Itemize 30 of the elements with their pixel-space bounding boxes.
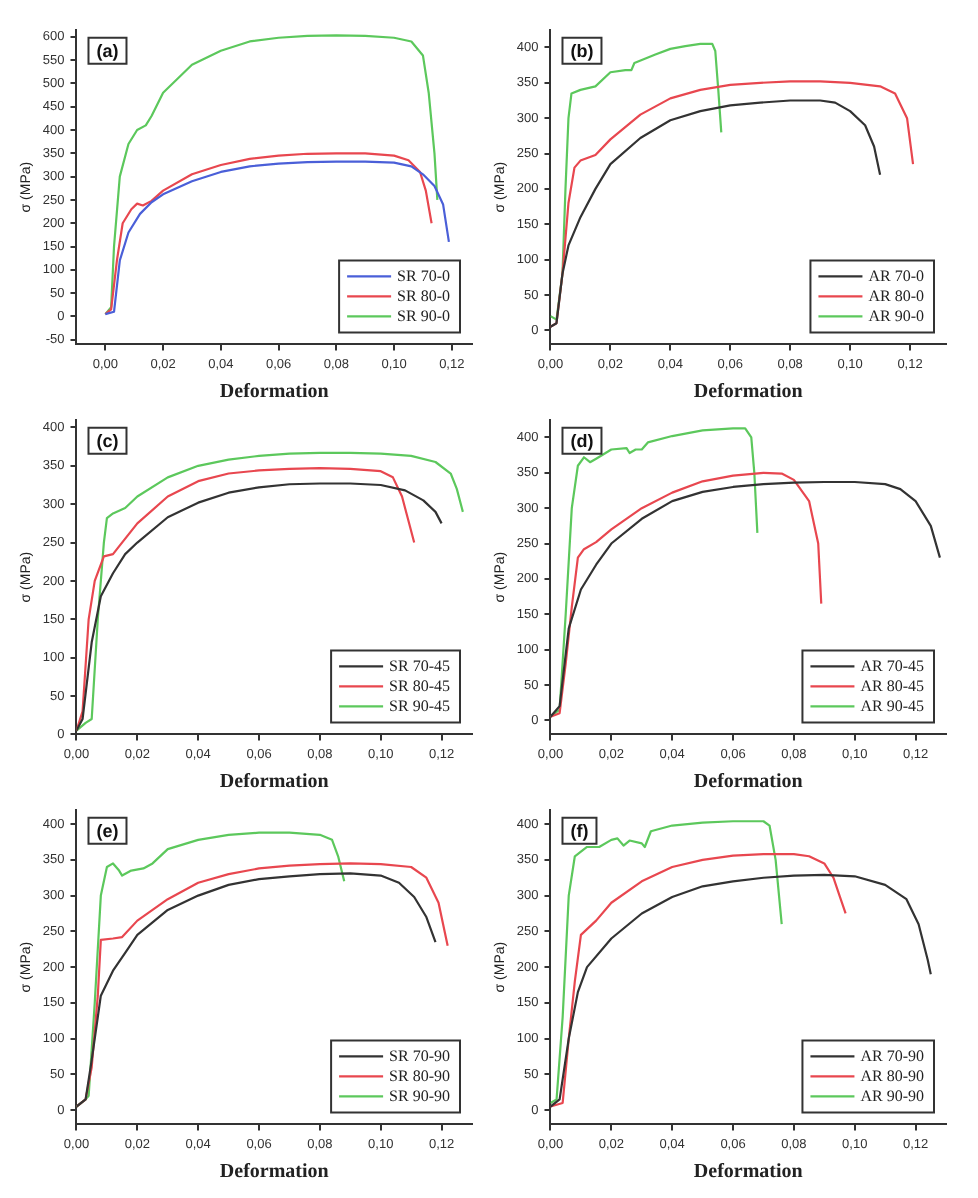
legend-label: SR 90-0 bbox=[397, 306, 451, 325]
legend-label: AR 90-90 bbox=[860, 1086, 925, 1105]
legend-label: SR 90-45 bbox=[389, 696, 451, 715]
x-axis-title: Deformation bbox=[693, 771, 804, 794]
annotation: (a) bbox=[96, 40, 119, 61]
legend-label: SR 80-45 bbox=[389, 676, 451, 695]
annotation: (f) bbox=[570, 820, 589, 841]
legend-label: AR 80-0 bbox=[868, 286, 925, 305]
legend-label: AR 90-45 bbox=[860, 696, 925, 715]
legend-label: AR 80-90 bbox=[860, 1066, 925, 1085]
legend-label: SR 80-0 bbox=[397, 286, 451, 305]
x-axis-title: Deformation bbox=[219, 381, 330, 404]
annotation: (b) bbox=[570, 40, 594, 61]
legend-label: SR 80-90 bbox=[389, 1066, 451, 1085]
x-axis-title: Deformation bbox=[693, 381, 804, 404]
legend-label: AR 90-0 bbox=[868, 306, 925, 325]
x-axis-title: Deformation bbox=[219, 771, 330, 794]
legend-label: AR 70-45 bbox=[860, 656, 925, 675]
legend-label: SR 90-90 bbox=[389, 1086, 451, 1105]
annotation: (c) bbox=[96, 430, 119, 451]
x-axis-title: Deformation bbox=[693, 1161, 804, 1184]
legend-label: SR 70-90 bbox=[389, 1046, 451, 1065]
x-axis-title: Deformation bbox=[219, 1161, 330, 1184]
annotation: (e) bbox=[96, 820, 119, 841]
annotation: (d) bbox=[570, 430, 594, 451]
legend-label: SR 70-45 bbox=[389, 656, 451, 675]
legend-label: AR 80-45 bbox=[860, 676, 925, 695]
legend-label: SR 70-0 bbox=[397, 266, 451, 285]
legend-label: AR 70-90 bbox=[860, 1046, 925, 1065]
legend-label: AR 70-0 bbox=[868, 266, 925, 285]
